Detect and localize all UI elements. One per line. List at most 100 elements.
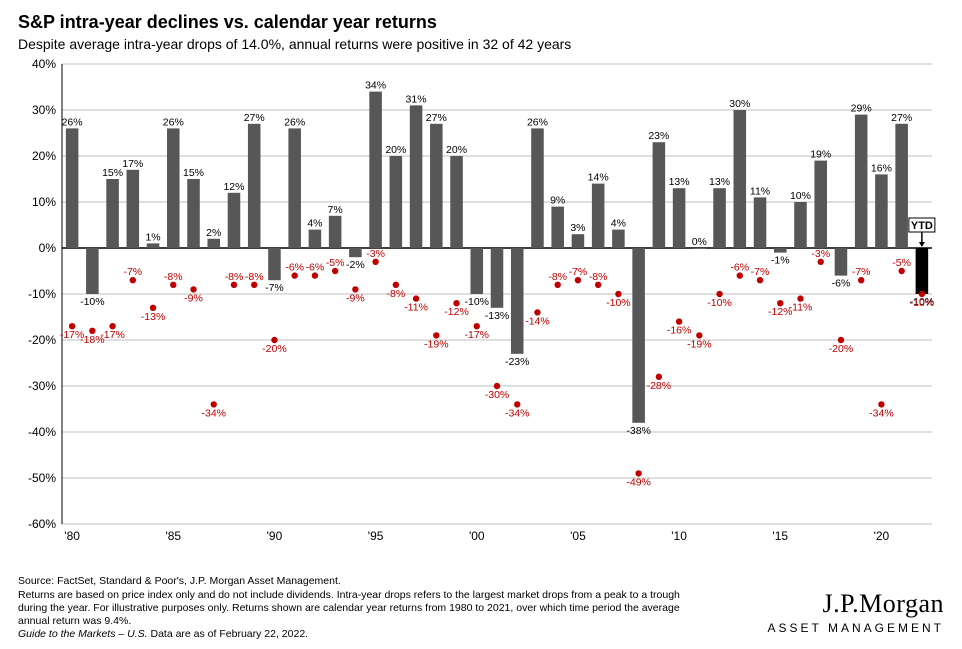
svg-text:'10: '10 bbox=[671, 529, 687, 543]
svg-text:-9%: -9% bbox=[184, 292, 203, 304]
svg-text:-8%: -8% bbox=[245, 271, 264, 283]
svg-text:-8%: -8% bbox=[386, 288, 405, 300]
page-root: S&P intra-year declines vs. calendar yea… bbox=[0, 0, 962, 649]
svg-text:-12%: -12% bbox=[444, 306, 469, 318]
svg-text:-9%: -9% bbox=[346, 292, 365, 304]
footnote-guide: Guide to the Markets – U.S. bbox=[18, 628, 148, 640]
svg-text:26%: 26% bbox=[527, 116, 548, 128]
svg-text:17%: 17% bbox=[122, 158, 143, 170]
svg-text:-6%: -6% bbox=[285, 262, 304, 274]
svg-text:-30%: -30% bbox=[485, 389, 510, 401]
svg-text:30%: 30% bbox=[32, 103, 56, 117]
svg-text:-11%: -11% bbox=[789, 302, 813, 314]
svg-text:34%: 34% bbox=[365, 80, 386, 92]
svg-text:10%: 10% bbox=[32, 195, 56, 209]
chart-subtitle: Despite average intra-year drops of 14.0… bbox=[18, 36, 944, 53]
svg-text:-8%: -8% bbox=[548, 271, 567, 283]
svg-text:'95: '95 bbox=[368, 529, 384, 543]
svg-text:-30%: -30% bbox=[28, 379, 56, 393]
svg-text:-19%: -19% bbox=[424, 338, 449, 350]
svg-text:-13%: -13% bbox=[485, 310, 510, 322]
svg-text:-8%: -8% bbox=[164, 271, 183, 283]
svg-text:15%: 15% bbox=[183, 167, 204, 179]
chart-area: -60%-50%-40%-30%-20%-10%0%10%20%30%40%'8… bbox=[18, 58, 944, 548]
brand-block: J.P.Morgan ASSET MANAGEMENT bbox=[768, 589, 944, 635]
svg-text:-7%: -7% bbox=[751, 266, 770, 278]
svg-text:16%: 16% bbox=[871, 162, 892, 174]
svg-text:-11%: -11% bbox=[404, 302, 428, 314]
svg-text:-60%: -60% bbox=[28, 517, 56, 531]
svg-text:-7%: -7% bbox=[123, 266, 142, 278]
svg-text:-19%: -19% bbox=[687, 338, 712, 350]
svg-text:12%: 12% bbox=[223, 181, 244, 193]
svg-text:-6%: -6% bbox=[832, 278, 851, 290]
svg-text:26%: 26% bbox=[284, 116, 305, 128]
brand-logo: J.P.Morgan bbox=[768, 589, 944, 619]
svg-text:-5%: -5% bbox=[326, 257, 345, 269]
svg-text:-34%: -34% bbox=[869, 407, 894, 419]
svg-text:-5%: -5% bbox=[892, 257, 911, 269]
footnote-detail: Returns are based on price index only an… bbox=[18, 589, 698, 628]
svg-text:26%: 26% bbox=[62, 116, 83, 128]
svg-text:-10%: -10% bbox=[910, 297, 935, 309]
svg-text:-16%: -16% bbox=[667, 325, 692, 337]
svg-text:20%: 20% bbox=[446, 144, 467, 156]
svg-text:-20%: -20% bbox=[262, 343, 287, 355]
svg-text:15%: 15% bbox=[102, 167, 123, 179]
svg-text:1%: 1% bbox=[145, 231, 160, 243]
brand-subtitle: ASSET MANAGEMENT bbox=[768, 621, 944, 635]
svg-text:-10%: -10% bbox=[606, 297, 631, 309]
svg-text:-1%: -1% bbox=[771, 255, 790, 267]
svg-text:-7%: -7% bbox=[265, 282, 284, 294]
svg-text:26%: 26% bbox=[163, 116, 184, 128]
svg-text:-8%: -8% bbox=[225, 271, 244, 283]
svg-text:-10%: -10% bbox=[28, 287, 56, 301]
svg-text:-6%: -6% bbox=[306, 262, 325, 274]
svg-text:-14%: -14% bbox=[525, 315, 550, 327]
svg-text:'15: '15 bbox=[772, 529, 788, 543]
svg-text:29%: 29% bbox=[851, 103, 872, 115]
svg-text:'80: '80 bbox=[64, 529, 80, 543]
svg-text:9%: 9% bbox=[550, 195, 565, 207]
chart-title: S&P intra-year declines vs. calendar yea… bbox=[18, 12, 944, 34]
footnote-source: Source: FactSet, Standard & Poor's, J.P.… bbox=[18, 575, 698, 588]
svg-text:-7%: -7% bbox=[569, 266, 588, 278]
svg-text:13%: 13% bbox=[669, 176, 690, 188]
svg-text:-17%: -17% bbox=[465, 329, 490, 341]
svg-text:-17%: -17% bbox=[100, 329, 125, 341]
svg-text:31%: 31% bbox=[406, 93, 427, 105]
svg-text:27%: 27% bbox=[244, 112, 265, 124]
footnote-date: Guide to the Markets – U.S. Data are as … bbox=[18, 628, 698, 641]
svg-text:11%: 11% bbox=[750, 185, 770, 197]
svg-text:3%: 3% bbox=[570, 222, 585, 234]
svg-text:-3%: -3% bbox=[366, 248, 385, 260]
svg-text:2%: 2% bbox=[206, 227, 221, 239]
svg-text:0%: 0% bbox=[39, 241, 57, 255]
svg-text:-3%: -3% bbox=[811, 248, 830, 260]
svg-text:'05: '05 bbox=[570, 529, 586, 543]
svg-text:20%: 20% bbox=[32, 149, 56, 163]
svg-text:'20: '20 bbox=[874, 529, 890, 543]
svg-text:-50%: -50% bbox=[28, 471, 56, 485]
svg-text:0%: 0% bbox=[692, 236, 707, 248]
svg-text:14%: 14% bbox=[588, 172, 609, 184]
svg-text:-49%: -49% bbox=[626, 476, 651, 488]
svg-text:YTD: YTD bbox=[911, 220, 933, 232]
svg-text:'00: '00 bbox=[469, 529, 485, 543]
svg-text:-10%: -10% bbox=[80, 296, 105, 308]
svg-text:-20%: -20% bbox=[28, 333, 56, 347]
svg-text:-6%: -6% bbox=[730, 262, 749, 274]
svg-text:27%: 27% bbox=[891, 112, 912, 124]
svg-text:-10%: -10% bbox=[707, 297, 732, 309]
source-footnote: Source: FactSet, Standard & Poor's, J.P.… bbox=[18, 575, 698, 641]
svg-text:23%: 23% bbox=[648, 130, 669, 142]
svg-text:27%: 27% bbox=[426, 112, 447, 124]
svg-text:19%: 19% bbox=[810, 149, 831, 161]
svg-text:-23%: -23% bbox=[505, 356, 530, 368]
footnote-asof: Data are as of February 22, 2022. bbox=[148, 628, 309, 640]
svg-text:-7%: -7% bbox=[852, 266, 871, 278]
chart-svg: -60%-50%-40%-30%-20%-10%0%10%20%30%40%'8… bbox=[18, 58, 944, 548]
svg-text:-34%: -34% bbox=[201, 407, 226, 419]
svg-text:7%: 7% bbox=[328, 204, 343, 216]
svg-text:-40%: -40% bbox=[28, 425, 56, 439]
